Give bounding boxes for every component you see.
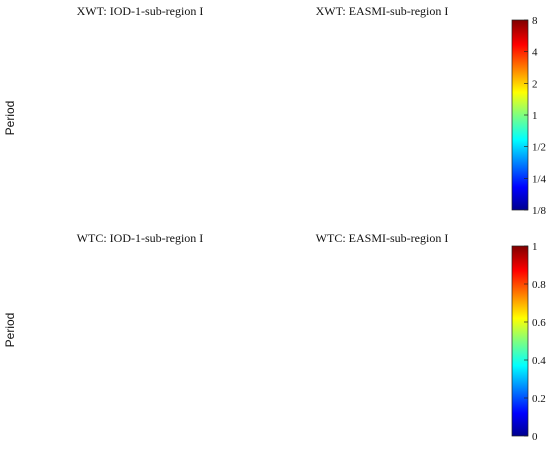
- colorbar-tick-label: 0.2: [532, 393, 546, 405]
- colorbar-tick-label: 4: [532, 47, 538, 59]
- colorbar-tick-label: 0.8: [532, 279, 546, 291]
- colorbar-tick-label: 1/8: [532, 205, 547, 217]
- colorbar-coherence: 1 0.8 0.6 0.4 0.2 0: [511, 241, 546, 443]
- colorbar-gradient: [511, 245, 529, 437]
- colorbar-tick-label: 2: [532, 78, 538, 90]
- y-axis-label-bottom: Period: [3, 313, 17, 348]
- colorbar-tick-label: 8: [532, 15, 538, 27]
- panel-title-xwt-iod: XWT: IOD-1-sub-region I: [77, 4, 204, 18]
- colorbar-tick-label: 1/4: [532, 173, 547, 185]
- colorbar-tick-label: 1/2: [532, 142, 546, 154]
- colorbar-ticks: 1 0.8 0.6 0.4 0.2 0: [524, 241, 546, 443]
- panel-title-wtc-easmi: WTC: EASMI-sub-region I: [316, 231, 449, 245]
- panel-title-xwt-easmi: XWT: EASMI-sub-region I: [316, 4, 449, 18]
- colorbar-tick-label: 1: [532, 241, 538, 253]
- colorbar-ticks: 8 4 2 1 1/2 1/4 1/8: [524, 15, 547, 217]
- colorbar-tick-label: 0: [532, 431, 538, 443]
- colorbar-power: 8 4 2 1 1/2 1/4 1/8: [511, 15, 547, 217]
- panel-title-wtc-iod: WTC: IOD-1-sub-region I: [77, 231, 204, 245]
- colorbar-tick-label: 0.4: [532, 355, 546, 367]
- colorbar-tick-label: 1: [532, 110, 538, 122]
- colorbar-tick-label: 0.6: [532, 317, 546, 329]
- y-axis-label-top: Period: [3, 101, 17, 136]
